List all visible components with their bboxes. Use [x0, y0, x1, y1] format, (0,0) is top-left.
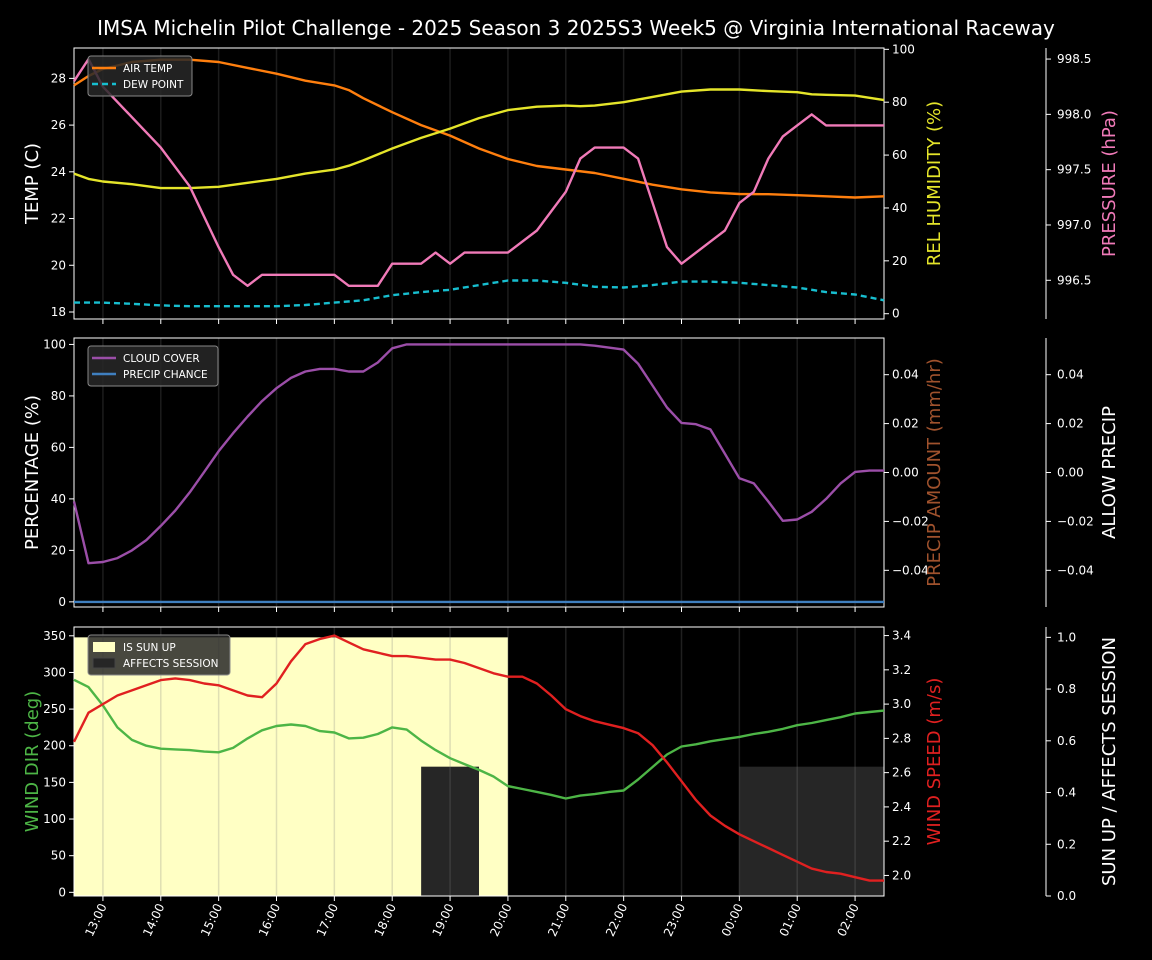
y-tick-label: 300 [43, 665, 66, 679]
far-y-tick-label: 0.2 [1057, 837, 1076, 851]
far-y-axis-label: PRESSURE (hPa) [1099, 110, 1120, 257]
far-y-tick-label: 0.6 [1057, 734, 1076, 748]
y-tick-label: 18 [51, 305, 66, 319]
y-tick-label: 350 [43, 629, 66, 643]
right-y-tick-label: 0.02 [892, 417, 919, 431]
right-y-tick-label: 3.2 [892, 663, 911, 677]
legend: CLOUD COVER PRECIP CHANCE [87, 345, 219, 387]
far-y-tick-label: 0.0 [1057, 889, 1076, 903]
panel-precipitation: 0 20 40 60 80 100 −0.04 −0.02 0.00 0.02 0.04 −0.04 −… [22, 337, 1120, 612]
right-y-tick-label: 20 [892, 254, 907, 268]
legend-label: IS SUN UP [123, 642, 176, 654]
right-y-tick-label: 2.6 [892, 766, 911, 780]
y-tick-label: 250 [43, 702, 66, 716]
y-axis-label: TEMP (C) [22, 143, 43, 225]
legend-swatch [93, 642, 115, 652]
legend: AIR TEMP DEW POINT [87, 55, 193, 97]
far-y-axis-label: ALLOW PRECIP [1099, 406, 1120, 539]
y-tick-label: 40 [51, 492, 66, 506]
right-y-axis-label: WIND SPEED (m/s) [924, 678, 945, 846]
y-axis-label: PERCENTAGE (%) [22, 395, 43, 550]
legend-box [87, 634, 231, 676]
axes-frame [73, 47, 885, 320]
y-axis-label: WIND DIR (deg) [22, 691, 43, 833]
y-tick-label: 80 [51, 389, 66, 403]
far-y-tick-label: −0.02 [1057, 514, 1094, 528]
legend: IS SUN UP AFFECTS SESSION [87, 634, 231, 676]
right-y-tick-label: 0 [892, 307, 900, 321]
far-y-tick-label: 0.02 [1057, 417, 1084, 431]
right-y-tick-label: 2.0 [892, 868, 911, 882]
right-y-tick-label: −0.02 [892, 514, 929, 528]
far-y-tick-label: 996.5 [1057, 273, 1091, 287]
axes-frame [73, 626, 885, 897]
legend-label: DEW POINT [123, 79, 184, 91]
right-y-tick-label: 80 [892, 95, 907, 109]
right-y-tick-label: 2.2 [892, 834, 911, 848]
right-y-axis-label: PRECIP AMOUNT (mm/hr) [924, 358, 945, 587]
legend-swatch [92, 657, 116, 669]
cloud-cover-line [72, 343, 884, 565]
y-tick-label: 28 [51, 71, 66, 85]
chart-title: IMSA Michelin Pilot Challenge - 2025 Sea… [97, 16, 1055, 40]
right-y-tick-label: 2.4 [892, 800, 911, 814]
far-y-tick-label: 998.5 [1057, 52, 1091, 66]
pressure-line [72, 57, 884, 287]
far-y-tick-label: 0.00 [1057, 466, 1084, 480]
legend-label: PRECIP CHANCE [123, 369, 208, 381]
humidity-line [73, 88, 885, 190]
far-y-tick-label: 997.5 [1057, 163, 1091, 177]
affects-session-span [739, 766, 884, 896]
right-y-tick-label: 3.0 [892, 697, 911, 711]
panel-temperature: 18 20 22 24 26 28 0 20 40 60 80 100 996.5 997.0 997.5 9… [22, 42, 1120, 324]
panel-wind: 13:00 14:00 15:00 16:00 17:00 18:00 19:00 20:00… [22, 626, 1120, 939]
legend-box [87, 345, 219, 387]
y-tick-label: 150 [43, 775, 66, 789]
y-tick-label: 20 [51, 258, 66, 272]
right-y-tick-label: 2.8 [892, 731, 911, 745]
right-y-tick-label: 0.00 [892, 466, 919, 480]
right-y-tick-label: 40 [892, 201, 907, 215]
legend-label: AFFECTS SESSION [123, 658, 219, 670]
right-y-tick-label: 100 [892, 42, 915, 56]
plot-area: 18 20 22 24 26 28 0 20 40 60 80 100 996.5 997.0 997.5 9… [22, 42, 1120, 938]
y-tick-label: 50 [51, 849, 66, 863]
y-tick-label: 20 [51, 543, 66, 557]
y-tick-label: 24 [51, 165, 66, 179]
y-tick-label: 26 [51, 118, 66, 132]
y-tick-label: 60 [51, 440, 66, 454]
wind-dir-line [73, 678, 885, 800]
far-y-tick-label: 0.04 [1057, 368, 1084, 382]
far-y-tick-label: 998.0 [1057, 107, 1091, 121]
y-tick-label: 100 [43, 812, 66, 826]
affects-session-span [421, 766, 479, 896]
far-y-tick-label: 0.8 [1057, 682, 1076, 696]
y-tick-label: 22 [51, 212, 66, 226]
y-tick-label: 0 [58, 885, 66, 899]
y-tick-label: 0 [58, 595, 66, 609]
far-y-tick-label: −0.04 [1057, 563, 1094, 577]
legend-label: AIR TEMP [123, 63, 172, 75]
right-y-tick-label: 0.04 [892, 368, 919, 382]
dew-point-line [74, 279, 885, 308]
far-y-axis-label: SUN UP / AFFECTS SESSION [1099, 637, 1120, 886]
y-tick-label: 100 [43, 337, 66, 351]
y-tick-label: 200 [43, 739, 66, 753]
wind-speed-line [72, 634, 884, 882]
right-y-tick-label: −0.04 [892, 563, 929, 577]
right-y-tick-label: 3.4 [892, 629, 911, 643]
far-y-tick-label: 997.0 [1057, 218, 1091, 232]
right-y-tick-label: 60 [892, 148, 907, 162]
right-y-axis-label: REL HUMIDITY (%) [924, 101, 945, 266]
far-y-tick-label: 1.0 [1057, 630, 1076, 644]
legend-box [87, 55, 193, 97]
legend-label: CLOUD COVER [123, 353, 200, 365]
far-y-tick-label: 0.4 [1057, 786, 1076, 800]
